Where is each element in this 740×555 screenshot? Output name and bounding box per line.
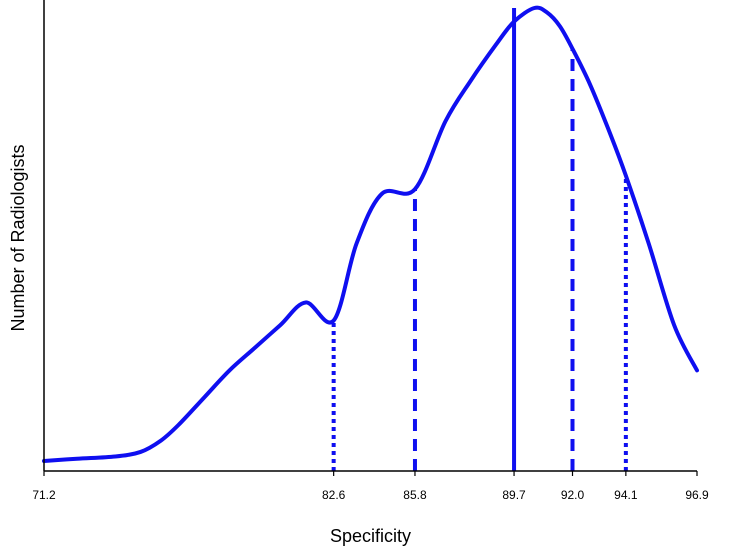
x-axis-title: Specificity <box>330 526 411 546</box>
x-axis-ticks: 71.2 82.6 85.8 89.7 92.0 94.1 96.9 <box>32 471 709 502</box>
distribution-curve <box>42 5 699 463</box>
reference-lines <box>331 8 628 471</box>
x-tick-label: 71.2 <box>32 488 56 502</box>
x-tick-label: 92.0 <box>561 488 585 502</box>
x-tick-label: 89.7 <box>502 488 526 502</box>
x-tick-label: 94.1 <box>614 488 638 502</box>
x-tick-label: 96.9 <box>685 488 709 502</box>
x-tick-label: 82.6 <box>322 488 346 502</box>
x-tick-label: 85.8 <box>403 488 427 502</box>
y-axis-title: Number of Radiologists <box>8 144 28 331</box>
